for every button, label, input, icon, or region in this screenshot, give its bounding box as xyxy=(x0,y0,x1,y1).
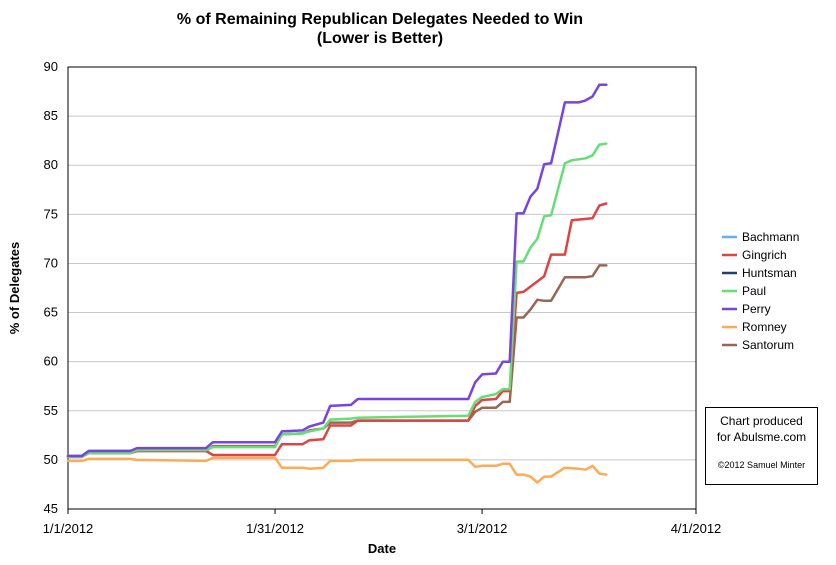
x-tick-label: 1/1/2012 xyxy=(43,521,94,536)
y-tick-label: 75 xyxy=(44,206,58,221)
y-tick-label: 50 xyxy=(44,452,58,467)
series-line-santorum xyxy=(66,264,608,459)
series-line-perry xyxy=(66,83,608,458)
series-line-paul xyxy=(66,142,608,459)
y-tick-label: 90 xyxy=(44,59,58,74)
series-line-romney xyxy=(66,456,608,484)
y-tick-label: 85 xyxy=(44,108,58,123)
legend-label-paul: Paul xyxy=(742,284,766,298)
legend-label-santorum: Santorum xyxy=(742,338,794,352)
y-tick-label: 65 xyxy=(44,305,58,320)
x-tick-label: 3/1/2012 xyxy=(457,521,508,536)
legend-label-huntsman: Huntsman xyxy=(742,266,797,280)
chart-title: % of Remaining Republican Delegates Need… xyxy=(176,11,584,28)
y-tick-label: 55 xyxy=(44,403,58,418)
y-tick-label: 60 xyxy=(44,354,58,369)
plot-area-frame xyxy=(67,66,697,510)
y-axis-label: % of Delegates xyxy=(7,242,22,334)
y-tick-label: 80 xyxy=(44,157,58,172)
chart-subtitle: (Lower is Better) xyxy=(316,30,444,47)
legend-label-perry: Perry xyxy=(742,302,771,316)
copyright-text: ©2012 Samuel Minter xyxy=(717,460,806,470)
credit-box: Chart produced for Abulsme.com ©2012 Sam… xyxy=(705,407,818,485)
legend-label-gingrich: Gingrich xyxy=(742,248,787,262)
legend-label-romney: Romney xyxy=(742,320,787,334)
credit-line-2: for Abulsme.com xyxy=(716,430,807,444)
x-axis-label: Date xyxy=(368,541,396,556)
chart-title-block: % of Remaining Republican Delegates Need… xyxy=(0,10,760,48)
y-tick-label: 45 xyxy=(44,501,58,516)
legend-label-bachmann: Bachmann xyxy=(742,230,799,244)
y-tick-label: 70 xyxy=(44,255,58,270)
x-tick-label: 4/1/2012 xyxy=(671,521,722,536)
x-tick-label: 1/31/2012 xyxy=(246,521,304,536)
credit-line-1: Chart produced xyxy=(720,414,803,428)
